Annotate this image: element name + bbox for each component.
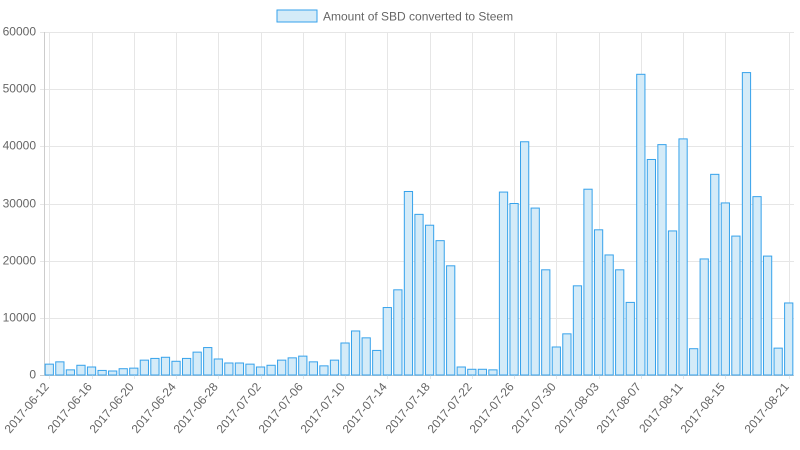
bar[interactable]: [160, 356, 171, 376]
bar[interactable]: [245, 363, 255, 376]
bar[interactable]: [393, 289, 403, 376]
y-tick-label: 20000: [3, 254, 37, 268]
bar[interactable]: [372, 349, 382, 376]
bar[interactable]: [213, 358, 223, 376]
bar[interactable]: [762, 255, 773, 376]
bar[interactable]: [287, 357, 297, 376]
bar[interactable]: [298, 355, 308, 376]
bar[interactable]: [181, 357, 192, 376]
legend-label: Amount of SBD converted to Steem: [323, 10, 513, 24]
bar[interactable]: [625, 301, 635, 376]
bar[interactable]: [615, 269, 625, 376]
bar[interactable]: [667, 230, 678, 376]
bar[interactable]: [108, 370, 118, 376]
bar[interactable]: [562, 333, 572, 376]
bar[interactable]: [435, 240, 445, 376]
bar[interactable]: [646, 158, 657, 376]
x-axis-ticks: 2017-06-122017-06-162017-06-202017-06-24…: [2, 380, 792, 436]
bar[interactable]: [583, 188, 593, 376]
bar[interactable]: [97, 369, 107, 376]
bar[interactable]: [329, 359, 340, 376]
bar[interactable]: [541, 269, 551, 376]
bar[interactable]: [699, 258, 709, 376]
bar[interactable]: [403, 190, 414, 376]
bar[interactable]: [572, 285, 583, 376]
bar[interactable]: [65, 369, 76, 376]
bar[interactable]: [234, 362, 245, 376]
bar[interactable]: [203, 347, 213, 376]
y-tick-label: 50000: [3, 82, 37, 96]
bar[interactable]: [224, 362, 234, 376]
y-tick-label: 40000: [3, 139, 37, 153]
bar[interactable]: [731, 235, 741, 376]
bar[interactable]: [636, 73, 646, 376]
bar[interactable]: [424, 224, 435, 376]
bar[interactable]: [150, 357, 160, 376]
bar[interactable]: [720, 202, 730, 376]
y-axis-ticks: 0 10000 20000 30000 40000 50000 60000: [3, 25, 37, 382]
bars: [44, 72, 794, 376]
bar[interactable]: [657, 144, 667, 376]
bar[interactable]: [509, 203, 519, 376]
y-tick-label: 10000: [3, 311, 37, 325]
bar[interactable]: [319, 365, 329, 376]
bar[interactable]: [488, 369, 498, 376]
y-tick-label: 30000: [3, 197, 37, 211]
bar[interactable]: [710, 173, 720, 376]
bar[interactable]: [86, 366, 97, 376]
bar[interactable]: [44, 363, 54, 376]
bar[interactable]: [414, 213, 424, 376]
bar[interactable]: [76, 364, 86, 376]
bar[interactable]: [55, 361, 65, 376]
bar[interactable]: [266, 364, 276, 376]
bar[interactable]: [530, 207, 540, 376]
bar[interactable]: [467, 368, 477, 376]
bar[interactable]: [604, 254, 614, 376]
bar[interactable]: [678, 138, 688, 376]
bar[interactable]: [784, 302, 794, 376]
bar[interactable]: [361, 337, 371, 376]
bar[interactable]: [340, 342, 350, 376]
y-tick-label: 0: [29, 368, 36, 382]
bar[interactable]: [171, 360, 181, 376]
bar[interactable]: [477, 368, 488, 376]
bar[interactable]: [277, 359, 287, 376]
bar[interactable]: [308, 361, 318, 376]
bar[interactable]: [773, 347, 783, 376]
bar[interactable]: [593, 229, 604, 376]
bar[interactable]: [520, 141, 530, 376]
bar[interactable]: [446, 265, 456, 376]
bar[interactable]: [129, 367, 139, 376]
bar[interactable]: [551, 346, 561, 376]
bar[interactable]: [456, 366, 466, 376]
bar[interactable]: [752, 196, 762, 376]
bar[interactable]: [382, 307, 392, 376]
bar[interactable]: [255, 366, 266, 376]
bar[interactable]: [351, 330, 361, 376]
bar[interactable]: [192, 351, 202, 376]
bar[interactable]: [741, 72, 752, 376]
y-tick-label: 60000: [3, 25, 37, 39]
x-tick-label: 2017-08-21: [742, 380, 792, 436]
x-tick-label: 2017-08-15: [678, 380, 728, 436]
legend-swatch: [276, 9, 318, 23]
bar[interactable]: [139, 359, 149, 376]
bar[interactable]: [118, 368, 128, 376]
bar[interactable]: [689, 348, 699, 376]
legend[interactable]: Amount of SBD converted to Steem: [276, 9, 513, 24]
bar[interactable]: [498, 191, 509, 376]
